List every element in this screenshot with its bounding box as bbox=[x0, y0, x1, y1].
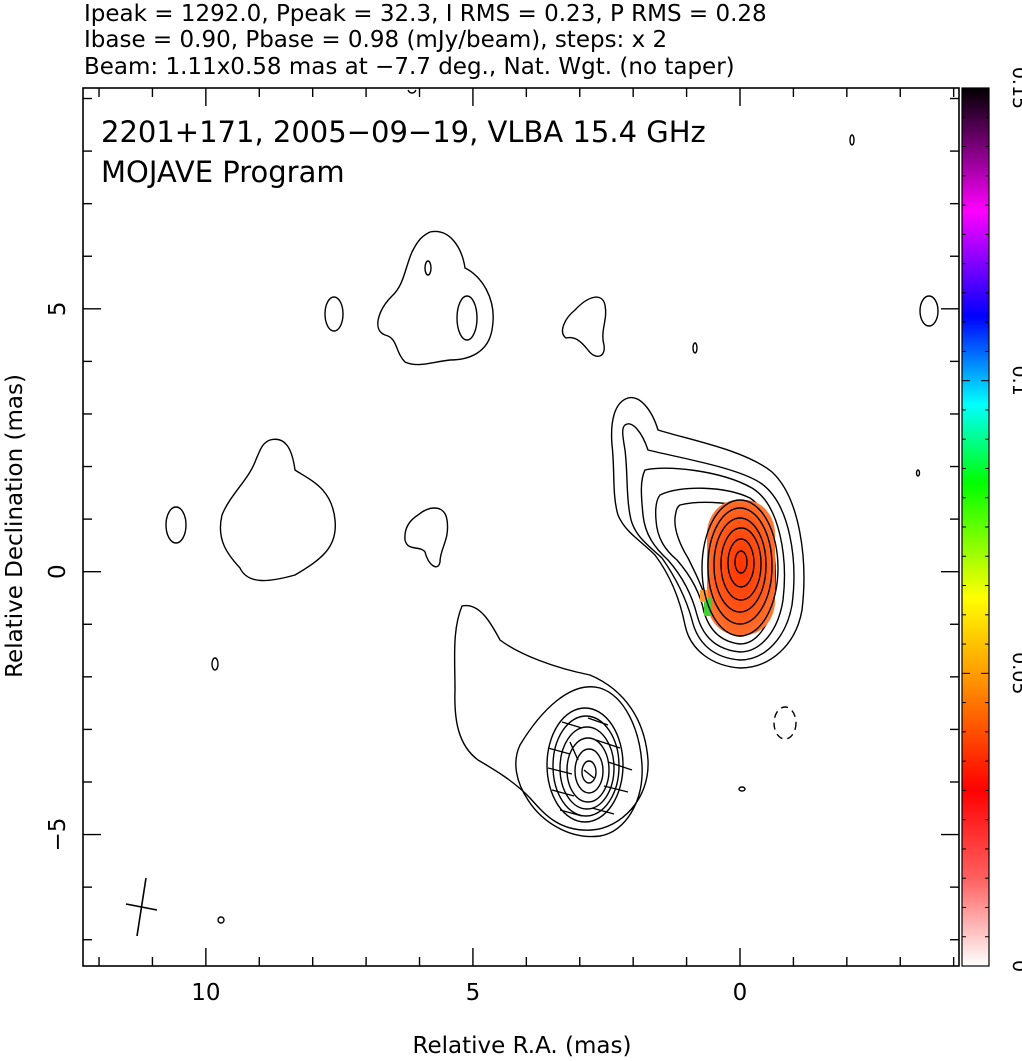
header-line-2: Ibase = 0.90, Pbase = 0.98 (mJy/beam), s… bbox=[84, 27, 667, 53]
colorbar-tick-label: 0.05 bbox=[1008, 652, 1022, 694]
knot-contour-8 bbox=[581, 760, 597, 784]
core-contour-11 bbox=[734, 550, 748, 574]
colorbar-tick-label: 0.15 bbox=[1008, 67, 1022, 109]
evpa-tick bbox=[547, 767, 573, 775]
core-contour-10 bbox=[727, 538, 755, 588]
knot-contour-7 bbox=[574, 748, 604, 794]
evpa-tick bbox=[607, 761, 633, 771]
evpa-tick bbox=[569, 741, 579, 761]
contour-blob-top bbox=[377, 230, 494, 366]
core-contour-1 bbox=[610, 396, 805, 669]
contour-blob-small-left bbox=[211, 657, 219, 671]
pol-pixel-green bbox=[704, 598, 712, 616]
core-contour-2 bbox=[622, 423, 795, 661]
contour-blob-small-bottom bbox=[217, 916, 225, 924]
contour-blob-mid bbox=[404, 507, 449, 568]
jet-knot-contours bbox=[453, 604, 649, 838]
knot-contour-2 bbox=[515, 686, 643, 838]
plot-title: 2201+171, 2005−09−19, VLBA 15.4 GHz bbox=[101, 115, 706, 149]
core-contour-8 bbox=[713, 517, 767, 613]
plot-subtitle: MOJAVE Program bbox=[101, 155, 345, 189]
plot-frame bbox=[82, 87, 960, 967]
evpa-tick bbox=[591, 807, 615, 815]
pol-pixel-orange bbox=[700, 590, 708, 602]
evpa-tick bbox=[547, 747, 571, 755]
knot-contour-5 bbox=[559, 726, 615, 810]
y-tick-label: 5 bbox=[45, 301, 71, 316]
colorbar-ticks: 0 0.05 0.1 0.15 bbox=[962, 67, 1022, 972]
evpa-tick bbox=[603, 785, 629, 793]
contour-blob-top-inner bbox=[456, 295, 478, 341]
header-line-1: Ipeak = 1292.0, Ppeak = 32.3, I RMS = 0.… bbox=[84, 1, 767, 27]
knot-contour-3 bbox=[546, 707, 624, 823]
contour-blob-tiny-1 bbox=[692, 342, 698, 354]
colorbar-tick-label: 0.1 bbox=[1008, 366, 1022, 396]
contour-negative bbox=[773, 706, 797, 740]
y-axis-label: Relative Declination (mas) bbox=[2, 374, 28, 678]
evpa-tick bbox=[595, 739, 621, 749]
colorbar-tick-label: 0 bbox=[1008, 960, 1022, 972]
core-contour-6 bbox=[701, 499, 779, 637]
core-contour-3 bbox=[640, 467, 786, 653]
axis-ticks: 10 5 0 5 0 −5 bbox=[45, 88, 959, 1006]
contour-lines bbox=[165, 89, 939, 924]
contour-blob-mid-top bbox=[561, 296, 607, 357]
colorbar bbox=[961, 87, 990, 967]
x-axis-label: Relative R.A. (mas) bbox=[413, 1033, 632, 1059]
core-contour-9 bbox=[720, 527, 762, 601]
contour-blob-tiny-3 bbox=[849, 134, 855, 146]
beam-minor-axis bbox=[125, 903, 158, 911]
header-line-3: Beam: 1.11x0.58 mas at −7.7 deg., Nat. W… bbox=[84, 54, 735, 80]
contour-blob-top-dot bbox=[424, 260, 432, 276]
evpa-tick bbox=[587, 717, 609, 726]
evpa-tick bbox=[561, 721, 583, 729]
contour-blob-top-edge bbox=[407, 89, 417, 94]
evpa-vectors bbox=[547, 717, 633, 817]
knot-contour-6 bbox=[566, 737, 610, 803]
core-contour-7 bbox=[707, 507, 773, 625]
beam-marker bbox=[125, 877, 158, 937]
contour-blob-left bbox=[219, 438, 336, 582]
core-polarization-fill bbox=[700, 500, 775, 635]
contour-blob-far-left bbox=[165, 506, 187, 544]
contour-blob-left-top bbox=[324, 296, 344, 332]
y-tick-label: 0 bbox=[45, 564, 71, 579]
x-tick-label: 5 bbox=[466, 980, 481, 1006]
core-inner-contours bbox=[701, 499, 779, 637]
contour-blob-tiny-2 bbox=[915, 469, 921, 477]
x-tick-label: 10 bbox=[191, 980, 220, 1006]
core-contour-4 bbox=[654, 487, 776, 645]
pol-pixel-block bbox=[707, 500, 775, 635]
x-tick-label: 0 bbox=[733, 980, 748, 1006]
evpa-tick bbox=[559, 809, 583, 817]
y-tick-label: −5 bbox=[45, 818, 71, 852]
evpa-tick bbox=[551, 789, 575, 797]
evpa-tick bbox=[583, 769, 595, 779]
knot-contour-1 bbox=[453, 604, 649, 831]
contour-blob-right-edge bbox=[919, 295, 939, 327]
contour-blob-small-right bbox=[738, 786, 746, 792]
